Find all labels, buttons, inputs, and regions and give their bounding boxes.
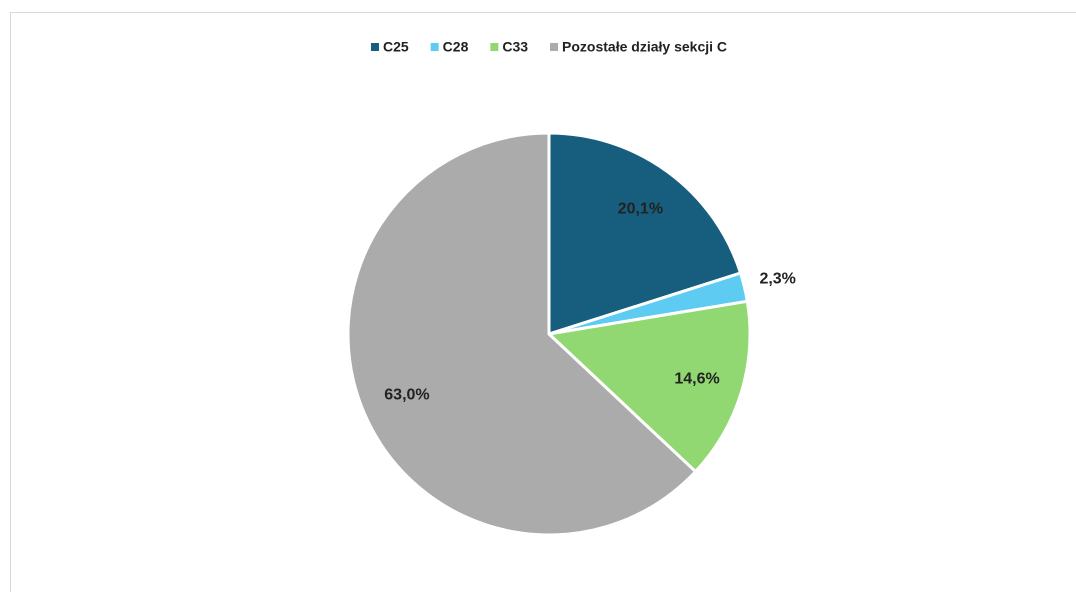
legend-label: Pozostałe działy sekcji C	[562, 39, 727, 55]
data-label: 14,6%	[674, 370, 719, 387]
legend-swatch	[430, 43, 439, 51]
legend-swatch	[490, 43, 499, 51]
pie-slice	[346, 131, 698, 537]
legend-label: C25	[383, 39, 409, 55]
legend-label: C33	[502, 39, 528, 55]
pie: 20,1% 2,3% 14,6% 63,0%	[346, 131, 796, 537]
legend-swatch	[370, 43, 379, 51]
data-label: 2,3%	[759, 270, 795, 287]
data-label: 20,1%	[618, 200, 663, 217]
legend-label: C28	[443, 39, 469, 55]
legend-swatch	[550, 43, 559, 51]
pie-slice	[547, 299, 752, 474]
legend: C25 C28 C33 Pozostałe działy sekcji C	[370, 39, 727, 55]
data-label: 63,0%	[384, 387, 429, 404]
pie-slice	[547, 131, 743, 336]
